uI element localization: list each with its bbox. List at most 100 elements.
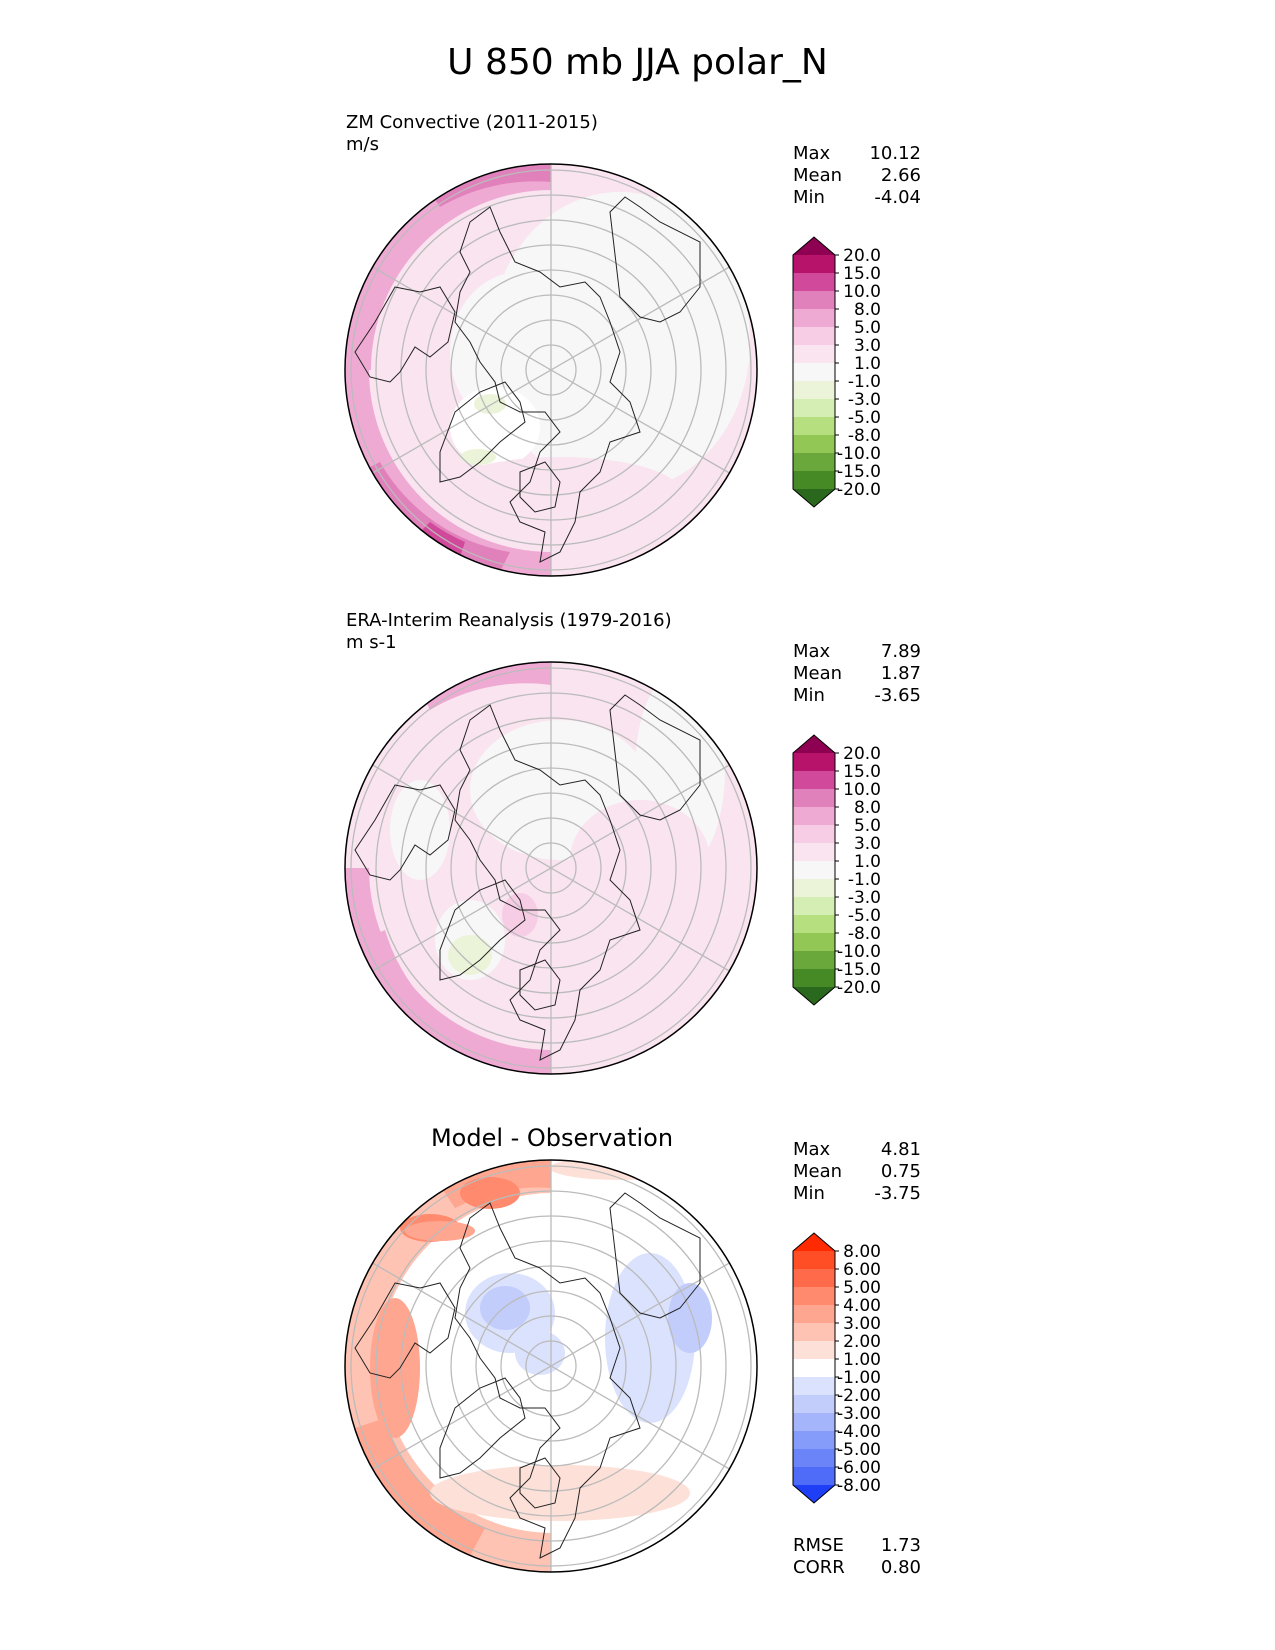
panel-difference: Model - Observation Max 4.81 Mean 0.75 Min… — [0, 1108, 1275, 1608]
colorbar-tick-label: -10.0 — [837, 444, 881, 464]
colorbar-tick-label: 3.0 — [854, 336, 881, 356]
colorbar-band — [793, 807, 835, 826]
stat-label-max: Max — [793, 1139, 831, 1160]
colorbar-band — [793, 861, 835, 880]
colorbar-band — [793, 273, 835, 292]
stat-value-mean: 2.66 — [880, 165, 921, 186]
colorbar-tick-label: -4.00 — [837, 1422, 881, 1442]
colorbar-tick-label: 20.0 — [843, 246, 881, 266]
colorbar-band — [793, 471, 835, 490]
stat-label-mean: Mean — [793, 663, 843, 684]
panel-title: ERA-Interim Reanalysis (1979-2016) — [346, 610, 672, 631]
colorbar-band — [793, 399, 835, 418]
colorbar-band — [793, 1323, 835, 1342]
colorbar-tick-label: 8.0 — [854, 300, 881, 320]
stat-label-min: Min — [793, 187, 825, 208]
colorbar-band — [793, 825, 835, 844]
stats-box: Max 7.89 Mean 1.87 Min -3.65 — [793, 641, 921, 707]
metric-label-corr: CORR — [793, 1557, 845, 1578]
colorbar-band — [793, 291, 835, 310]
metric-value-corr: 0.80 — [880, 1557, 921, 1578]
colorbar-band — [793, 255, 835, 274]
colorbar-band — [793, 1467, 835, 1486]
colorbar: 20.015.010.08.05.03.01.0-1.0-3.0-5.0-8.0… — [792, 734, 881, 1006]
colorbar-tick-label: 4.00 — [843, 1296, 881, 1316]
stat-value-max: 4.81 — [880, 1139, 921, 1160]
colorbar-band — [793, 1287, 835, 1306]
map-boundary — [344, 1159, 758, 1573]
colorbar-tick-label: 6.00 — [843, 1260, 881, 1280]
colorbar-extend-max — [793, 237, 835, 255]
metric-value-rmse: 1.73 — [880, 1535, 921, 1556]
colorbar-tick-label: -8.00 — [837, 1476, 881, 1496]
colorbar-band — [793, 381, 835, 400]
colorbar-band — [793, 933, 835, 952]
colorbar-extend-min — [793, 489, 835, 507]
colorbar-band — [793, 1413, 835, 1432]
colorbar-band — [793, 435, 835, 454]
colorbar-tick-label: 10.0 — [843, 282, 881, 302]
stat-label-max: Max — [793, 641, 831, 662]
map-boundary — [344, 661, 758, 1075]
colorbar-tick-label: -20.0 — [837, 978, 881, 998]
stat-value-min: -3.65 — [874, 685, 921, 706]
panel-observation: ERA-Interim Reanalysis (1979-2016) m s-1… — [0, 610, 1275, 1110]
stat-label-mean: Mean — [793, 165, 843, 186]
colorbar-band — [793, 969, 835, 988]
colorbar-tick-label: -15.0 — [837, 462, 881, 482]
metrics-box: RMSE 1.73 CORR 0.80 — [793, 1535, 921, 1579]
colorbar-tick-label: 15.0 — [843, 762, 881, 782]
colorbar-band — [793, 1431, 835, 1450]
colorbar-tick-label: 20.0 — [843, 744, 881, 764]
map-boundary — [344, 163, 758, 577]
colorbar-band — [793, 1305, 835, 1324]
colorbar-tick-label: -5.0 — [848, 906, 881, 926]
colorbar-tick-label: -5.00 — [837, 1440, 881, 1460]
colorbar-tick-label: -15.0 — [837, 960, 881, 980]
colorbar-tick-label: -2.00 — [837, 1386, 881, 1406]
stat-label-min: Min — [793, 685, 825, 706]
coastlines — [354, 196, 701, 563]
stat-value-min: -3.75 — [874, 1183, 921, 1204]
stat-value-mean: 1.87 — [880, 663, 921, 684]
colorbar-tick-label: -20.0 — [837, 480, 881, 500]
polar-map-difference: 8.006.005.004.003.002.001.00-1.00-2.00-3… — [344, 1159, 881, 1573]
panel-units: m/s — [346, 134, 379, 155]
colorbar-tick-label: -3.0 — [848, 390, 881, 410]
colorbar: 20.015.010.08.05.03.01.0-1.0-3.0-5.0-8.0… — [792, 236, 881, 508]
graticule — [350, 662, 752, 1074]
stat-label-mean: Mean — [793, 1161, 843, 1182]
colorbar-extend-min — [793, 987, 835, 1005]
colorbar-tick-label: 1.0 — [854, 354, 881, 374]
coastlines — [354, 1192, 701, 1559]
colorbar-tick-label: -5.0 — [848, 408, 881, 428]
colorbar-tick-label: 3.00 — [843, 1314, 881, 1334]
colorbar-tick-label: 2.00 — [843, 1332, 881, 1352]
colorbar-tick-label: 5.00 — [843, 1278, 881, 1298]
colorbar-tick-label: -6.00 — [837, 1458, 881, 1478]
colorbar-band — [793, 417, 835, 436]
colorbar-tick-label: -3.00 — [837, 1404, 881, 1424]
colorbar-band — [793, 897, 835, 916]
colorbar-band — [793, 879, 835, 898]
stat-label-min: Min — [793, 1183, 825, 1204]
stat-label-max: Max — [793, 143, 831, 164]
stats-box: Max 10.12 Mean 2.66 Min -4.04 — [793, 143, 921, 209]
colorbar-band — [793, 327, 835, 346]
colorbar-band — [793, 1359, 835, 1378]
colorbar-tick-label: -8.0 — [848, 924, 881, 944]
polar-map-observation: 20.015.010.08.05.03.01.0-1.0-3.0-5.0-8.0… — [344, 661, 881, 1075]
colorbar-tick-label: -3.0 — [848, 888, 881, 908]
coastlines — [354, 694, 701, 1061]
colorbar-tick-label: -1.0 — [848, 372, 881, 392]
panel-units: m s-1 — [346, 632, 397, 653]
stats-box: Max 4.81 Mean 0.75 Min -3.75 — [793, 1139, 921, 1205]
polar-map-model: 20.015.010.08.05.03.01.0-1.0-3.0-5.0-8.0… — [344, 163, 881, 577]
colorbar-tick-label: 15.0 — [843, 264, 881, 284]
colorbar-tick-label: 8.0 — [854, 798, 881, 818]
colorbar-band — [793, 1341, 835, 1360]
colorbar-tick-label: -1.0 — [848, 870, 881, 890]
colorbar-tick-label: 10.0 — [843, 780, 881, 800]
colorbar-band — [793, 843, 835, 862]
colorbar-tick-label: 5.0 — [854, 318, 881, 338]
